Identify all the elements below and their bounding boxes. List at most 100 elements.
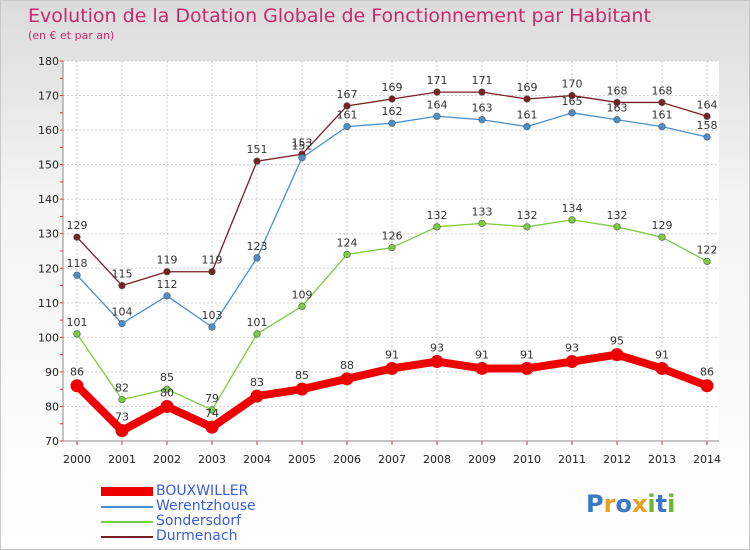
data-label-sondersdorf: 82 xyxy=(115,382,129,395)
data-point-sondersdorf xyxy=(253,330,261,338)
y-tick-label: 150 xyxy=(38,159,59,172)
logo-letter: i xyxy=(667,490,676,518)
data-point-werentzhouse xyxy=(163,292,171,300)
data-label-sondersdorf: 124 xyxy=(337,236,358,249)
data-label-durmenach: 151 xyxy=(247,143,268,156)
data-point-sondersdorf xyxy=(568,216,576,224)
data-label-sondersdorf: 101 xyxy=(67,316,88,329)
x-tick-label: 2009 xyxy=(468,453,496,466)
legend-label: Durmenach xyxy=(156,528,238,544)
data-point-sondersdorf xyxy=(163,385,171,393)
data-label-durmenach: 168 xyxy=(652,84,673,97)
data-point-durmenach xyxy=(253,157,261,165)
data-point-werentzhouse xyxy=(523,123,531,131)
data-point-bouxwiller xyxy=(70,379,84,393)
x-tick-label: 2006 xyxy=(333,453,361,466)
legend-swatch-durmenach xyxy=(101,536,153,538)
logo-letter: t xyxy=(655,490,668,518)
data-point-durmenach xyxy=(73,233,81,241)
data-point-werentzhouse xyxy=(658,123,666,131)
data-point-bouxwiller xyxy=(115,424,129,438)
x-tick-label: 2002 xyxy=(153,453,181,466)
data-point-bouxwiller xyxy=(430,355,444,369)
x-tick-label: 2010 xyxy=(513,453,541,466)
data-point-durmenach xyxy=(388,95,396,103)
data-point-sondersdorf xyxy=(613,223,621,231)
x-tick-label: 2001 xyxy=(108,453,136,466)
data-point-bouxwiller xyxy=(700,379,714,393)
data-label-bouxwiller: 85 xyxy=(295,369,309,382)
data-point-werentzhouse xyxy=(568,109,576,117)
data-point-sondersdorf xyxy=(343,250,351,259)
legend-label: Sondersdorf xyxy=(156,513,242,529)
data-label-werentzhouse: 163 xyxy=(607,102,628,115)
x-tick-label: 2013 xyxy=(648,453,676,466)
data-point-werentzhouse xyxy=(343,123,351,131)
data-point-durmenach xyxy=(433,88,441,96)
data-point-werentzhouse xyxy=(613,116,621,124)
data-point-durmenach xyxy=(478,88,486,96)
y-tick-label: 140 xyxy=(38,193,59,206)
x-tick-label: 2008 xyxy=(423,453,451,466)
data-label-durmenach: 115 xyxy=(112,268,133,281)
data-label-sondersdorf: 85 xyxy=(160,371,174,384)
data-label-sondersdorf: 79 xyxy=(205,392,219,405)
data-label-durmenach: 168 xyxy=(607,84,628,97)
data-point-werentzhouse xyxy=(253,254,261,262)
logo-letter: P xyxy=(586,490,604,518)
data-point-bouxwiller xyxy=(520,361,534,375)
data-label-werentzhouse: 161 xyxy=(517,109,538,122)
data-label-bouxwiller: 95 xyxy=(610,335,624,348)
data-label-bouxwiller: 93 xyxy=(565,342,579,355)
data-label-durmenach: 171 xyxy=(472,74,493,87)
data-point-sondersdorf xyxy=(658,233,666,241)
data-label-durmenach: 153 xyxy=(292,136,313,149)
data-point-sondersdorf xyxy=(208,406,216,414)
y-tick-label: 120 xyxy=(38,262,59,275)
data-label-bouxwiller: 73 xyxy=(115,411,129,424)
data-label-werentzhouse: 164 xyxy=(427,98,448,111)
data-point-bouxwiller xyxy=(610,348,624,362)
data-point-werentzhouse xyxy=(298,154,306,162)
data-point-werentzhouse xyxy=(73,271,81,279)
data-label-sondersdorf: 129 xyxy=(652,219,673,232)
x-tick-label: 2003 xyxy=(198,453,226,466)
y-tick-label: 170 xyxy=(38,90,59,103)
x-tick-label: 2004 xyxy=(243,453,271,466)
proxiti-logo: Proxiti xyxy=(586,490,675,518)
data-label-sondersdorf: 126 xyxy=(382,230,403,243)
data-label-werentzhouse: 123 xyxy=(247,240,268,253)
data-label-durmenach: 129 xyxy=(67,219,88,232)
legend-swatch-sondersdorf xyxy=(101,521,153,523)
data-label-bouxwiller: 91 xyxy=(655,348,669,361)
data-point-bouxwiller xyxy=(160,399,174,413)
legend-label: BOUXWILLER xyxy=(156,483,249,499)
data-point-bouxwiller xyxy=(250,389,264,403)
data-point-sondersdorf xyxy=(298,302,306,310)
data-point-durmenach xyxy=(208,268,216,276)
data-point-durmenach xyxy=(118,281,126,290)
data-label-bouxwiller: 91 xyxy=(475,348,489,361)
data-label-sondersdorf: 132 xyxy=(607,209,628,222)
data-point-durmenach xyxy=(658,98,666,107)
data-label-sondersdorf: 109 xyxy=(292,288,313,301)
data-point-bouxwiller xyxy=(295,382,309,396)
y-tick-label: 90 xyxy=(45,366,59,379)
logo-letter: x xyxy=(631,490,648,518)
data-label-werentzhouse: 103 xyxy=(202,309,223,322)
legend-swatch-werentzhouse xyxy=(101,506,153,508)
data-label-sondersdorf: 132 xyxy=(427,209,448,222)
legend-label: Werentzhouse xyxy=(156,498,256,514)
data-point-sondersdorf xyxy=(478,219,486,227)
data-label-durmenach: 119 xyxy=(157,254,178,267)
x-tick-label: 2012 xyxy=(603,453,631,466)
data-label-sondersdorf: 133 xyxy=(472,205,493,218)
data-label-bouxwiller: 91 xyxy=(520,348,534,361)
data-point-bouxwiller xyxy=(385,361,399,375)
data-point-werentzhouse xyxy=(703,133,711,141)
data-point-bouxwiller xyxy=(565,355,579,369)
x-tick-label: 2000 xyxy=(63,453,91,466)
chart-title: Evolution de la Dotation Globale de Fonc… xyxy=(28,5,651,27)
data-label-durmenach: 167 xyxy=(337,88,358,101)
data-point-bouxwiller xyxy=(475,361,489,375)
